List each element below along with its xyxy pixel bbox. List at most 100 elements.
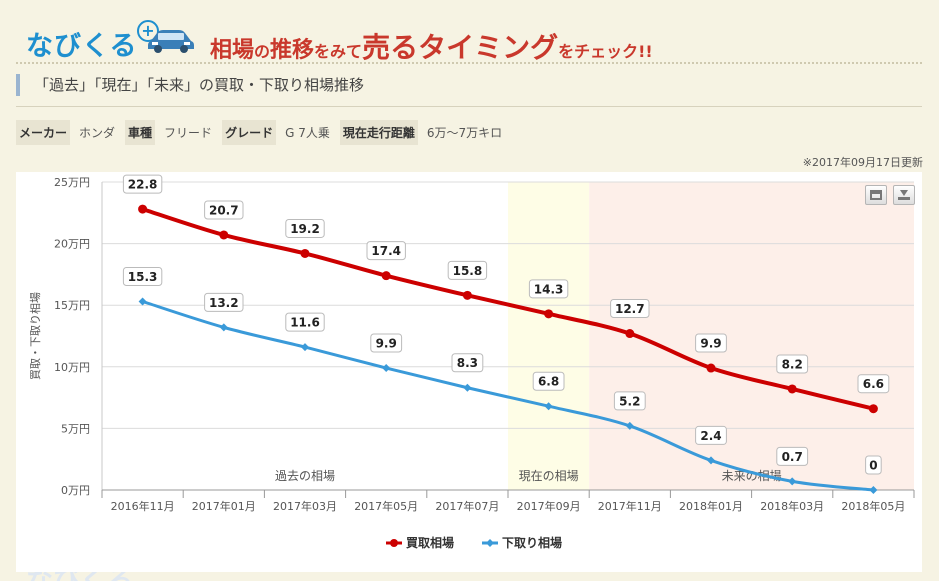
data-label: 0 [869,459,877,473]
data-label: 20.7 [209,203,239,217]
data-point [219,323,228,332]
series-line-0 [141,207,874,411]
data-point [382,364,391,373]
x-tick-label: 2017年11月 [598,499,662,513]
data-label-box [451,353,484,373]
headline-part6: をチェック!! [558,42,653,61]
data-label-box [370,333,403,353]
y-tick-label: 5万円 [61,422,90,435]
y-tick-label: 25万円 [54,176,90,189]
next-banner-peek: なびくる [26,572,646,581]
band-1 [508,182,590,490]
download-icon[interactable] [893,185,915,205]
data-label: 13.2 [209,296,239,310]
data-point [706,363,716,373]
data-label-box [447,260,488,280]
data-point [463,383,472,392]
series-line-1 [142,300,874,492]
logo-text: なびくる [26,31,138,62]
legend-label: 買取相場 [406,535,454,550]
data-point [544,402,553,411]
data-label: 17.4 [371,244,401,258]
data-label-group: 20.7 [204,200,244,220]
spec-value-grade: G 7人乗 [285,125,330,140]
data-label-group: 5.2 [613,391,646,411]
data-point [625,329,635,339]
data-label-group: 6.8 [532,371,565,391]
data-point [868,404,878,414]
data-label-box [613,391,646,411]
data-point [869,486,878,494]
x-tick-label: 2017年09月 [517,499,581,513]
headline: 相場の推移をみて売るタイミングをチェック!! [210,26,653,66]
data-label-group: 8.3 [451,353,484,373]
data-label-group: 11.6 [285,312,325,332]
spec-label-maker: メーカー [16,119,71,145]
data-point [625,421,634,430]
spec-value-mileage: 6万〜7万キロ [426,125,503,140]
site-logo[interactable]: なびくる+ [26,20,160,63]
headline-part1: 相場 [210,38,255,63]
data-label-box [865,455,882,475]
data-label: 5.2 [619,394,640,408]
data-label-box [857,374,890,394]
x-tick-label: 2017年01月 [192,499,256,513]
price-trend-chart: 0万円 5万円 10万円 15万円 20万円 25万円 買取・下取り相場 2016年11月 20… [16,172,922,572]
band-label: 過去の相場 [275,469,335,483]
section-divider [16,106,922,107]
data-label: 15.8 [453,264,483,278]
data-label-box [776,354,809,374]
updated-date: ※2017年09月17日更新 [802,156,923,169]
spec-label-grade: グレード [222,119,277,145]
spec-label-model: 車種 [125,119,156,145]
data-label-group: 8.2 [776,354,809,374]
band-label: 未来の相場 [722,469,782,483]
y-tick-label: 15万円 [54,299,90,312]
data-label-box [122,267,163,287]
data-label-group: 13.2 [204,292,244,312]
data-label-box [122,174,163,194]
data-label: 2.4 [700,429,721,443]
data-label: 8.2 [782,357,803,371]
data-label-group: 17.4 [366,241,406,261]
data-label-group: 14.3 [528,279,569,299]
spec-value-maker: ホンダ [79,125,116,140]
data-label-group: 0.7 [776,446,809,466]
header-banner: なびくる+ 相場の推移をみて売るタイミングをチェック!! [0,0,939,66]
data-point [138,297,147,306]
section-title: 「過去」「現在」「未来」の買取・下取り相場推移 [16,74,364,96]
data-label: 9.9 [700,337,721,351]
headline-part2: の [254,42,271,61]
data-point [544,309,554,319]
spec-value-model: フリード [164,125,213,140]
data-label: 14.3 [534,282,564,296]
data-label: 22.8 [128,178,158,192]
data-label: 6.6 [863,377,884,391]
data-label: 11.6 [290,316,320,330]
data-label-box [695,333,727,353]
data-label: 6.8 [538,375,559,389]
car-icon [148,30,194,53]
data-label-group: 0 [865,455,882,475]
data-label-box [204,292,244,312]
data-label: 9.9 [376,337,397,351]
data-point [219,230,229,240]
data-label-group: 15.3 [122,267,163,287]
data-point [381,271,391,281]
data-label-box [610,299,650,319]
data-point [788,477,797,486]
data-label-box [695,425,727,445]
data-label-box [366,241,406,261]
data-label: 12.7 [615,302,645,316]
x-tick-label: 2018年03月 [760,499,824,513]
logo-plus-icon: + [137,20,160,42]
data-label-box [776,446,809,466]
y-tick-label: 10万円 [54,361,90,374]
next-banner-logo: なびくる [26,572,646,581]
data-label-group: 19.2 [285,218,325,238]
y-tick-label: 0万円 [61,484,90,497]
data-label-box [532,371,565,391]
print-icon[interactable] [865,185,887,205]
x-tick-label: 2017年07月 [435,499,499,513]
